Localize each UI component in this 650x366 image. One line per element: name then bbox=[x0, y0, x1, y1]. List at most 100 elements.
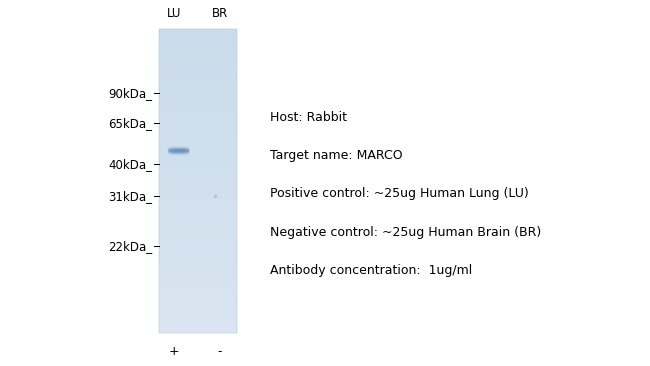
Bar bbox=[159, 90, 237, 92]
Bar bbox=[159, 268, 237, 269]
Bar bbox=[159, 169, 237, 171]
Bar bbox=[159, 163, 237, 164]
Text: Target name: MARCO: Target name: MARCO bbox=[270, 149, 402, 162]
Bar bbox=[159, 324, 237, 325]
Bar bbox=[159, 189, 237, 190]
Bar bbox=[159, 219, 237, 221]
Bar bbox=[159, 32, 237, 34]
Bar bbox=[159, 253, 237, 254]
Bar bbox=[159, 274, 237, 275]
Bar bbox=[159, 29, 237, 31]
Bar bbox=[159, 46, 237, 48]
Bar bbox=[159, 181, 237, 183]
Text: -: - bbox=[218, 345, 222, 358]
Bar bbox=[159, 322, 237, 324]
Bar bbox=[159, 221, 237, 222]
Bar bbox=[159, 187, 237, 189]
Text: Positive control: ~25ug Human Lung (LU): Positive control: ~25ug Human Lung (LU) bbox=[270, 187, 528, 201]
Bar bbox=[159, 84, 237, 86]
Bar bbox=[159, 120, 237, 122]
Bar bbox=[159, 166, 237, 168]
Ellipse shape bbox=[168, 152, 190, 154]
Bar bbox=[159, 294, 237, 295]
Bar bbox=[159, 199, 237, 201]
Ellipse shape bbox=[168, 150, 190, 152]
Bar bbox=[159, 119, 237, 120]
Text: 40kDa_: 40kDa_ bbox=[108, 158, 152, 171]
Bar bbox=[159, 123, 237, 125]
Ellipse shape bbox=[168, 148, 190, 150]
Bar bbox=[159, 51, 237, 52]
Bar bbox=[159, 89, 237, 90]
Bar bbox=[159, 329, 237, 330]
Bar bbox=[159, 94, 237, 96]
Bar bbox=[159, 158, 237, 160]
Bar bbox=[159, 262, 237, 263]
Bar bbox=[159, 277, 237, 279]
Bar bbox=[159, 192, 237, 193]
Bar bbox=[159, 228, 237, 230]
Bar bbox=[159, 146, 237, 148]
Bar bbox=[159, 246, 237, 248]
Bar bbox=[159, 320, 237, 321]
Bar bbox=[159, 254, 237, 255]
Bar bbox=[159, 231, 237, 233]
Bar bbox=[159, 137, 237, 139]
Bar bbox=[159, 234, 237, 236]
Bar bbox=[159, 40, 237, 41]
Bar bbox=[159, 157, 237, 158]
Ellipse shape bbox=[168, 149, 190, 152]
Bar bbox=[159, 57, 237, 58]
Bar bbox=[159, 92, 237, 93]
Bar bbox=[159, 180, 237, 181]
Bar bbox=[159, 251, 237, 253]
Bar bbox=[159, 280, 237, 281]
Bar bbox=[159, 45, 237, 46]
Text: 31kDa_: 31kDa_ bbox=[108, 190, 152, 203]
Bar bbox=[159, 183, 237, 184]
Bar bbox=[159, 213, 237, 214]
Bar bbox=[159, 154, 237, 155]
Bar bbox=[159, 96, 237, 98]
Bar bbox=[159, 69, 237, 70]
Bar bbox=[159, 82, 237, 84]
Bar bbox=[159, 52, 237, 53]
Bar bbox=[159, 122, 237, 123]
Bar bbox=[159, 225, 237, 227]
Bar bbox=[159, 239, 237, 240]
Bar bbox=[159, 222, 237, 224]
Bar bbox=[159, 263, 237, 265]
Bar bbox=[159, 114, 237, 116]
Bar bbox=[159, 309, 237, 310]
Bar bbox=[159, 283, 237, 284]
Bar bbox=[159, 227, 237, 228]
Bar bbox=[159, 160, 237, 161]
Bar bbox=[159, 107, 237, 108]
Bar bbox=[159, 204, 237, 205]
Ellipse shape bbox=[168, 151, 190, 153]
Bar bbox=[159, 87, 237, 89]
Bar bbox=[159, 149, 237, 151]
Bar bbox=[159, 195, 237, 196]
Bar bbox=[159, 186, 237, 187]
Bar bbox=[159, 61, 237, 63]
Text: +: + bbox=[169, 345, 179, 358]
Bar bbox=[159, 202, 237, 204]
Bar bbox=[159, 64, 237, 66]
Ellipse shape bbox=[168, 151, 190, 153]
Bar bbox=[159, 275, 237, 277]
Bar bbox=[159, 151, 237, 152]
Bar bbox=[159, 307, 237, 309]
Bar bbox=[159, 300, 237, 301]
Bar bbox=[159, 193, 237, 195]
Bar bbox=[159, 60, 237, 61]
Bar bbox=[159, 286, 237, 288]
Bar bbox=[159, 75, 237, 76]
Bar bbox=[159, 218, 237, 219]
Ellipse shape bbox=[168, 147, 190, 150]
Bar bbox=[159, 63, 237, 64]
Bar bbox=[159, 184, 237, 186]
Bar bbox=[159, 210, 237, 212]
Bar bbox=[159, 81, 237, 82]
Bar bbox=[159, 99, 237, 101]
